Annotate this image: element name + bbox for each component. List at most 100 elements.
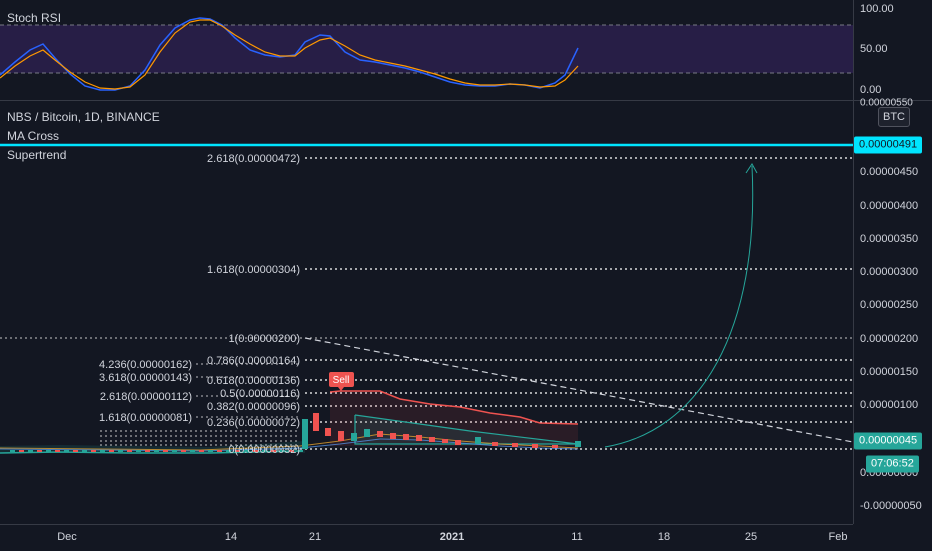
candle	[280, 450, 285, 452]
candle	[244, 450, 249, 452]
candle	[298, 450, 303, 452]
pane-separator[interactable]	[0, 100, 932, 101]
rsi-tick-100: 100.00	[860, 3, 894, 15]
candle	[199, 450, 204, 452]
fib-left-cluster	[100, 430, 300, 446]
candle	[181, 450, 186, 452]
candle	[289, 450, 294, 452]
indicator-supertrend[interactable]: Supertrend	[7, 148, 67, 162]
candle	[208, 450, 213, 452]
candle	[351, 433, 357, 441]
candle	[28, 450, 33, 452]
candle	[109, 450, 114, 452]
price-chart: Sell 2.618(0.00000472) 1.618(0.00000304)…	[0, 143, 854, 456]
candle	[82, 450, 87, 452]
time-tick-11: 11	[571, 531, 583, 543]
projection-curve	[604, 165, 754, 448]
candle	[190, 450, 195, 452]
price-tick-0100: 0.00000100	[860, 399, 919, 411]
candle	[118, 450, 123, 452]
time-tick-dec: Dec	[57, 531, 77, 543]
candle	[364, 429, 370, 437]
candle	[55, 450, 60, 452]
candle	[262, 450, 267, 452]
price-axis[interactable]: 100.00 50.00 0.00 0.00000550 BTC 0.00000…	[853, 0, 932, 524]
stoch-rsi-title: Stoch RSI	[7, 11, 62, 25]
candle	[532, 444, 538, 448]
last-price-tag: 0.00000045	[854, 432, 923, 450]
candle	[64, 450, 69, 452]
stoch-rsi-chart	[0, 17, 853, 91]
sell-signal-label: Sell	[333, 375, 350, 386]
fib-ret-label-0618: 0.618(0.00000136)	[207, 375, 300, 387]
candle	[91, 450, 96, 452]
candle	[429, 437, 435, 442]
candle	[127, 450, 132, 452]
fib-left-label-2618: 2.618(0.00000112)	[100, 391, 192, 403]
price-tick-0400: 0.00000400	[860, 200, 919, 212]
currency-button[interactable]: BTC	[878, 107, 910, 127]
candle	[73, 450, 78, 452]
price-tick-top-partial: 0.00000550	[860, 97, 913, 109]
candle	[145, 450, 150, 452]
candle	[403, 434, 409, 440]
price-tick-0200: 0.00000200	[860, 333, 919, 345]
candle	[390, 433, 396, 439]
candle	[154, 450, 159, 452]
candle	[235, 450, 240, 452]
main-chart-pane[interactable]: Sell 2.618(0.00000472) 1.618(0.00000304)…	[0, 101, 854, 524]
candle	[325, 428, 331, 436]
sell-signal-badge	[329, 372, 354, 387]
candle	[416, 435, 422, 441]
sell-signal-pointer	[338, 387, 344, 391]
candle	[163, 450, 168, 452]
price-tick-0250: 0.00000250	[860, 299, 919, 311]
time-tick-14: 14	[224, 531, 238, 543]
time-axis[interactable]: Dec 14 21 2021 11 18 25 Feb	[0, 524, 853, 551]
fib-ret-label-1: 1(0.00000200)	[228, 333, 300, 345]
candle	[136, 450, 141, 452]
supertrend-red-line	[329, 390, 579, 425]
candle	[226, 450, 231, 452]
fib-ext-label-1618: 1.618(0.00000304)	[207, 264, 300, 276]
rsi-d-line	[0, 19, 579, 90]
time-tick-25: 25	[744, 531, 758, 543]
candle	[552, 445, 558, 448]
time-tick-feb: Feb	[828, 531, 848, 543]
candle	[377, 431, 383, 437]
stoch-rsi-pane[interactable]: Stoch RSI	[0, 0, 853, 100]
indicator-ma-cross[interactable]: MA Cross	[7, 129, 60, 143]
fib-ext-label-2618: 2.618(0.00000472)	[207, 153, 300, 165]
symbol-title[interactable]: NBS / Bitcoin, 1D, BINANCE	[7, 110, 160, 124]
candle	[302, 419, 308, 449]
candles	[10, 413, 581, 452]
highlight-price-tag: 0.00000491	[854, 136, 923, 154]
rsi-tick-50: 50.00	[860, 43, 888, 55]
fib-left-label-1618: 1.618(0.00000081)	[99, 412, 192, 424]
candle	[338, 431, 344, 441]
supertrend-red-area	[330, 391, 578, 446]
projection-arrowhead	[745, 163, 758, 174]
time-tick-18: 18	[657, 531, 671, 543]
candle	[455, 440, 461, 445]
candle	[217, 450, 222, 452]
candle	[253, 450, 258, 452]
candle	[10, 450, 15, 452]
time-tick-2021: 2021	[439, 531, 465, 543]
fib-ret-label-0: 0(0.00000032)	[228, 444, 300, 456]
time-tick-21: 21	[308, 531, 322, 543]
price-tick-0150: 0.00000150	[860, 366, 919, 378]
fib-ret-label-0786: 0.786(0.00000164)	[207, 355, 300, 367]
candle	[19, 450, 24, 452]
candle	[442, 439, 448, 443]
candle	[492, 442, 498, 446]
price-tick-neg0050: -0.00000050	[860, 500, 922, 512]
price-tick-0300: 0.00000300	[860, 266, 919, 278]
rsi-tick-0: 0.00	[860, 84, 882, 96]
candle	[512, 443, 518, 447]
supertrend-green-line	[0, 450, 301, 454]
candle	[100, 450, 105, 452]
candle	[475, 437, 481, 444]
fib-ret-label-05: 0.5(0.00000116)	[220, 388, 300, 400]
fib-left-label-3618: 3.618(0.00000143)	[99, 372, 192, 384]
